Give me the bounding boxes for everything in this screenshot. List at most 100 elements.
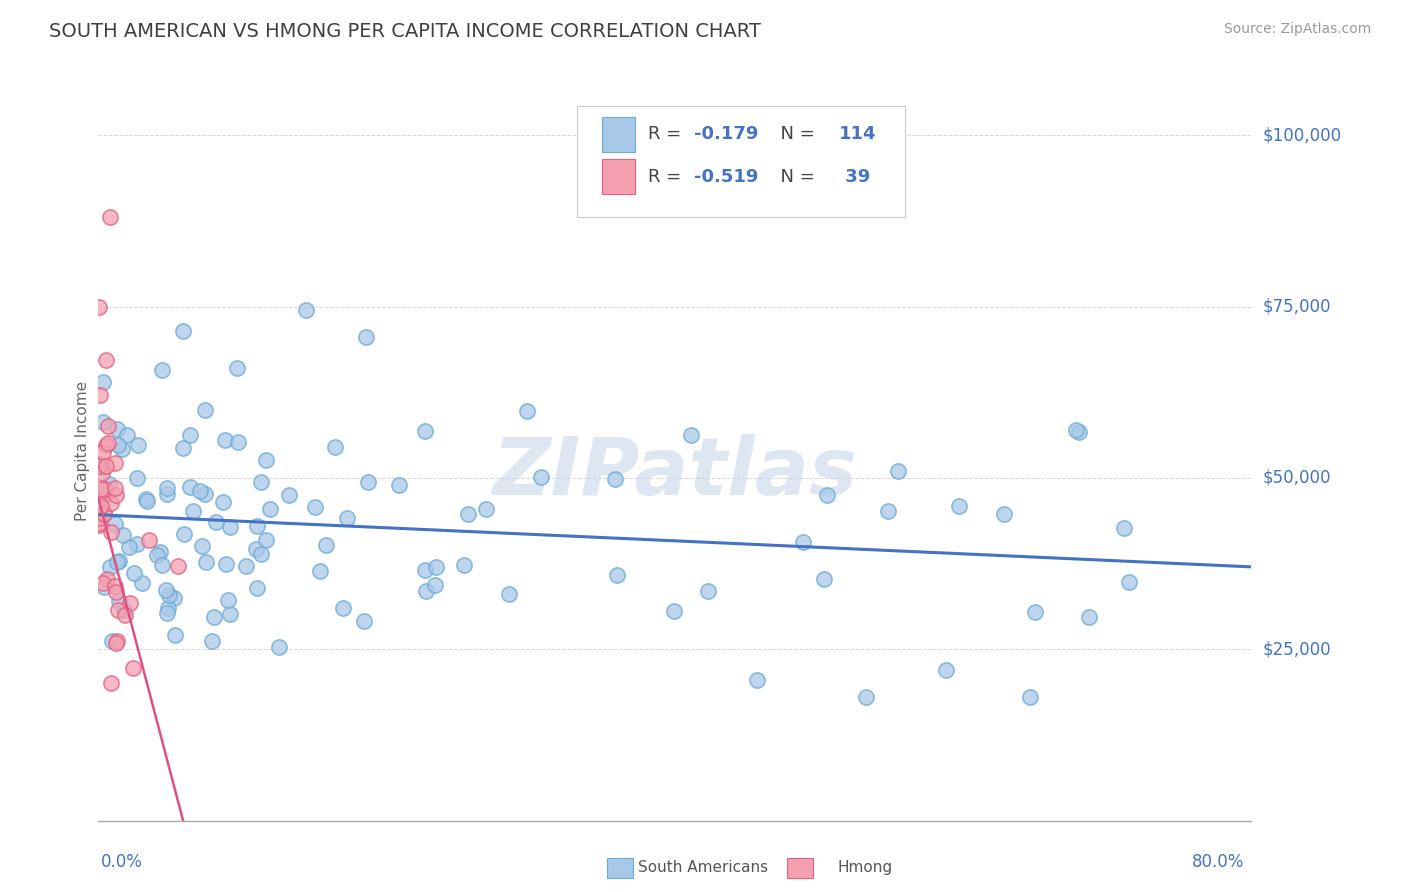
Point	[747, 673, 769, 688]
Point	[131, 576, 153, 591]
Point	[813, 572, 835, 586]
Point	[413, 425, 436, 439]
Point	[214, 433, 236, 447]
Point	[122, 566, 145, 580]
Point	[97, 436, 120, 450]
Point	[1024, 605, 1046, 619]
Point	[202, 609, 225, 624]
Point	[191, 539, 214, 553]
Point	[606, 567, 628, 582]
Point	[114, 608, 136, 623]
Point	[100, 525, 122, 540]
Point	[135, 491, 157, 506]
Point	[218, 607, 240, 622]
Point	[336, 510, 359, 524]
Bar	[607, 858, 633, 878]
Point	[246, 519, 269, 533]
Point	[91, 459, 114, 474]
Point	[115, 428, 138, 442]
Point	[97, 418, 120, 433]
Point	[235, 559, 257, 574]
Point	[876, 504, 898, 518]
Point	[89, 387, 111, 401]
Point	[246, 581, 269, 595]
Point	[90, 482, 112, 496]
Point	[173, 527, 195, 541]
Point	[212, 495, 235, 509]
Point	[125, 537, 148, 551]
Point	[107, 438, 129, 452]
Text: -0.179: -0.179	[695, 126, 759, 144]
Point	[179, 480, 201, 494]
Point	[1118, 575, 1140, 590]
Point	[112, 528, 135, 542]
Text: N =: N =	[769, 168, 821, 186]
Point	[149, 545, 172, 559]
Point	[108, 554, 131, 568]
Point	[100, 495, 122, 509]
Point	[97, 476, 120, 491]
Point	[146, 548, 169, 562]
Point	[156, 486, 179, 500]
Point	[91, 466, 114, 480]
Point	[91, 375, 114, 389]
Bar	[602, 159, 634, 194]
Point	[353, 614, 375, 628]
Point	[91, 415, 114, 429]
Text: $100,000: $100,000	[1263, 126, 1341, 145]
Text: N =: N =	[769, 126, 821, 144]
Point	[217, 592, 239, 607]
Point	[254, 452, 277, 467]
Point	[295, 303, 318, 318]
Point	[530, 469, 553, 483]
Text: 114: 114	[838, 126, 876, 144]
Point	[516, 403, 538, 417]
Point	[304, 500, 326, 515]
Point	[475, 501, 498, 516]
Point	[935, 664, 957, 678]
Point	[122, 661, 145, 675]
Text: Source: ZipAtlas.com: Source: ZipAtlas.com	[1223, 22, 1371, 37]
Text: $25,000: $25,000	[1263, 640, 1331, 658]
Point	[94, 488, 117, 502]
Point	[93, 506, 115, 520]
Text: R =: R =	[648, 168, 688, 186]
Point	[112, 603, 135, 617]
Text: 39: 39	[838, 168, 870, 186]
Bar	[787, 858, 813, 878]
Point	[105, 422, 128, 436]
Point	[277, 488, 299, 502]
Point	[204, 515, 226, 529]
Point	[98, 211, 121, 225]
Point	[201, 634, 224, 648]
Point	[415, 583, 437, 598]
Point	[94, 482, 117, 496]
Point	[1067, 425, 1090, 439]
Point	[993, 508, 1015, 522]
Text: $75,000: $75,000	[1263, 298, 1331, 316]
Point	[163, 628, 186, 642]
Point	[388, 478, 411, 492]
Point	[267, 640, 290, 655]
Point	[100, 675, 122, 690]
Text: R =: R =	[648, 126, 688, 144]
Point	[194, 487, 217, 501]
Point	[94, 438, 117, 452]
Text: $50,000: $50,000	[1263, 469, 1331, 487]
Point	[457, 507, 479, 521]
Point	[105, 555, 128, 569]
Text: SOUTH AMERICAN VS HMONG PER CAPITA INCOME CORRELATION CHART: SOUTH AMERICAN VS HMONG PER CAPITA INCOM…	[49, 22, 761, 41]
Point	[181, 503, 204, 517]
Point	[259, 501, 281, 516]
Point	[157, 601, 180, 615]
Point	[357, 475, 380, 489]
Point	[308, 564, 330, 578]
Point	[157, 588, 180, 602]
Point	[104, 636, 127, 650]
Point	[89, 511, 111, 525]
Point	[662, 604, 685, 618]
Point	[94, 458, 117, 473]
Point	[1114, 521, 1136, 535]
Point	[94, 353, 117, 368]
Point	[156, 607, 179, 621]
